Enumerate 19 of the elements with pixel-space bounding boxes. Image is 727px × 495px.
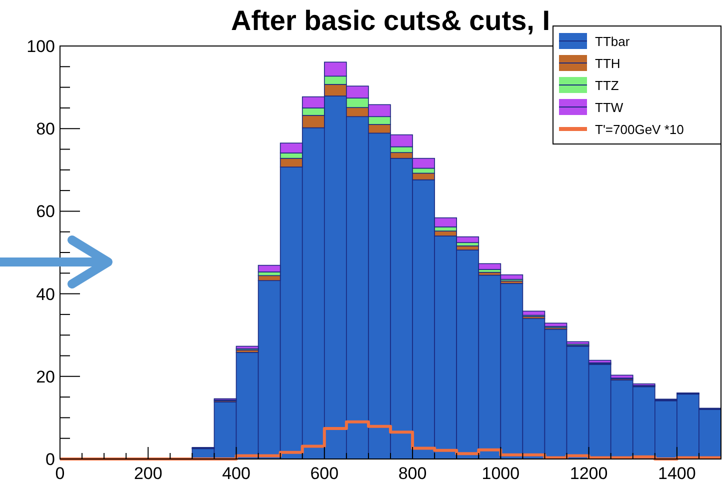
- y-tick-label: 40: [36, 284, 55, 304]
- legend-label: TTH: [595, 56, 620, 71]
- legend-label: TTW: [595, 100, 624, 115]
- y-tick-label: 60: [36, 202, 55, 222]
- x-tick-label: 200: [134, 464, 162, 483]
- y-tick-label: 20: [36, 367, 55, 386]
- y-tick-label: 80: [36, 120, 55, 139]
- x-tick-label: 400: [222, 464, 250, 483]
- x-tick-label: 800: [398, 464, 427, 483]
- legend-label: TTbar: [595, 34, 630, 49]
- x-tick-label: 1200: [570, 464, 608, 483]
- legend-label: TTZ: [595, 78, 619, 93]
- x-tick-label: 1400: [658, 464, 696, 483]
- legend-label: T'=700GeV *10: [595, 122, 684, 137]
- y-tick-label: 0: [46, 450, 55, 469]
- chart-title: After basic cuts& cuts, I: [231, 5, 550, 36]
- y-tick-label: 100: [26, 37, 55, 56]
- x-tick-label: 600: [310, 464, 339, 483]
- x-tick-label: 1000: [482, 464, 520, 483]
